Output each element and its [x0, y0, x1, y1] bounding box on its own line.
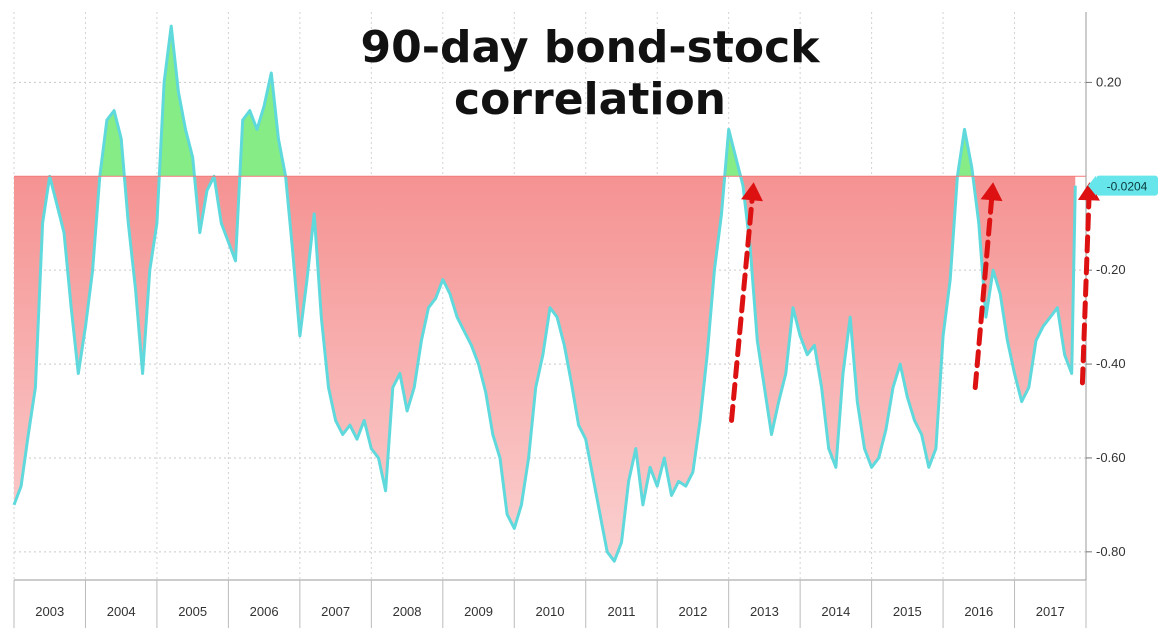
x-tick-label: 2008 [393, 604, 422, 619]
x-tick-label: 2013 [750, 604, 779, 619]
y-tick-label: -0.80 [1096, 544, 1126, 559]
area-negative [14, 176, 1076, 562]
y-tick-label: -0.60 [1096, 450, 1126, 465]
dashed-arrow [972, 182, 1003, 391]
last-value-label: -0.0204 [1107, 180, 1148, 194]
x-tick-label: 2006 [250, 604, 279, 619]
arrow-shaft [729, 197, 755, 423]
x-tick-label: 2012 [678, 604, 707, 619]
last-value-pointer [1088, 175, 1096, 196]
x-tick-label: 2014 [821, 604, 850, 619]
x-axis-ticks: 2003 2004 2005 2006 2007 2008 2009 2010 2011 2012… [35, 604, 1064, 619]
x-tick-label: 2003 [35, 604, 64, 619]
dashed-arrow [729, 182, 763, 423]
series-line-path [12, 24, 1077, 563]
y-tick-label: -0.20 [1096, 262, 1126, 277]
x-tick-label: 2017 [1036, 604, 1065, 619]
x-tick-label: 2011 [607, 604, 635, 619]
arrow-head [980, 182, 1003, 202]
x-tick-label: 2007 [321, 604, 350, 619]
axes [13, 12, 1087, 628]
x-tick-label: 2010 [536, 604, 565, 619]
last-value-label-group: -0.0204 [1088, 175, 1158, 196]
arrow-head [741, 182, 763, 202]
y-tick-label: -0.40 [1096, 356, 1126, 371]
series-line [12, 24, 1086, 563]
arrow-shaft [972, 197, 995, 391]
y-tick-label: 0.20 [1096, 74, 1121, 89]
x-tick-label: 2004 [107, 604, 136, 619]
arrow-head [1077, 182, 1100, 201]
arrow-shaft [1079, 197, 1092, 386]
x-tick-label: 2015 [893, 604, 922, 619]
area-positive [99, 26, 973, 177]
x-tick-label: 2009 [464, 604, 493, 619]
y-axis-ticks: 0.20 -0.20 -0.40 -0.60 -0.80 [1086, 74, 1126, 559]
dashed-arrow [1077, 182, 1100, 386]
annotation-arrows [729, 182, 1100, 423]
x-tick-label: 2005 [178, 604, 207, 619]
area-fills [14, 26, 1076, 562]
x-tick-label: 2016 [964, 604, 993, 619]
last-value-label-bg [1096, 175, 1158, 196]
